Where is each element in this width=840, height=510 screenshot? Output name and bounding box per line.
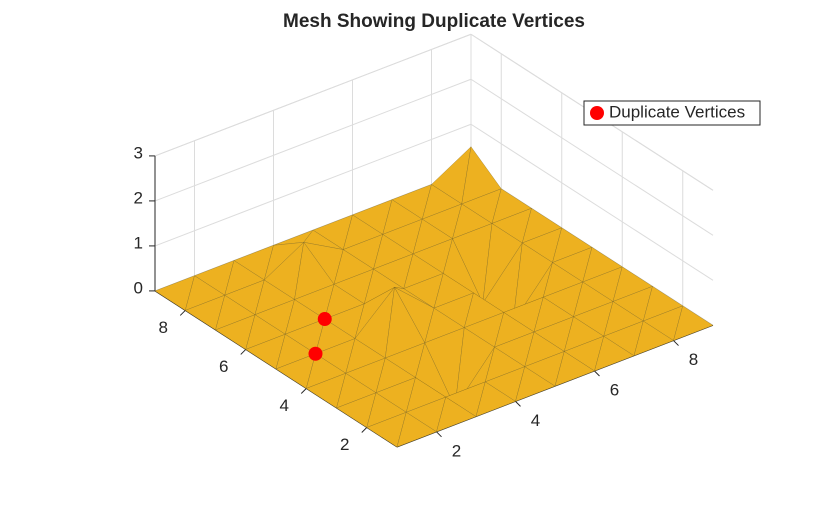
y-tick bbox=[240, 349, 247, 355]
duplicate-vertex bbox=[317, 312, 332, 327]
y-tick-label: 8 bbox=[159, 318, 168, 337]
mesh-face bbox=[594, 335, 635, 372]
x-tick-label: 2 bbox=[452, 441, 461, 460]
y-tick bbox=[361, 427, 368, 433]
y-tick-label: 4 bbox=[280, 396, 289, 415]
mesh-face bbox=[515, 366, 556, 402]
y-tick-label: 6 bbox=[219, 357, 228, 376]
x-tick-label: 8 bbox=[689, 350, 698, 369]
mesh-face bbox=[475, 381, 517, 417]
y-tick bbox=[300, 388, 307, 394]
duplicate-vertex bbox=[308, 346, 323, 361]
x-tick bbox=[594, 370, 600, 377]
mesh-face bbox=[633, 320, 675, 357]
grid-line bbox=[154, 33, 472, 157]
grid-line bbox=[470, 78, 714, 236]
x-tick-label: 6 bbox=[610, 380, 619, 399]
grid-line bbox=[470, 123, 714, 281]
legend-box bbox=[583, 100, 761, 126]
grid-line bbox=[154, 78, 472, 202]
z-tick-label: 3 bbox=[134, 143, 143, 162]
mesh-face bbox=[396, 411, 438, 448]
y-tick bbox=[179, 310, 186, 316]
y-tick-label: 2 bbox=[340, 435, 349, 454]
z-tick-label: 2 bbox=[134, 188, 143, 207]
z-tick-label: 1 bbox=[134, 233, 143, 252]
x-tick-label: 4 bbox=[531, 411, 540, 430]
mesh-face bbox=[436, 396, 477, 433]
chart-title: Mesh Showing Duplicate Vertices bbox=[283, 11, 585, 32]
x-tick bbox=[515, 401, 521, 407]
x-tick bbox=[673, 340, 679, 346]
grid-line bbox=[154, 123, 472, 247]
legend-label: Duplicate Vertices bbox=[609, 102, 745, 121]
mesh-face bbox=[554, 351, 596, 387]
mesh-face bbox=[673, 305, 714, 341]
legend-marker bbox=[590, 106, 604, 120]
x-tick bbox=[436, 431, 442, 438]
z-tick-label: 0 bbox=[134, 278, 143, 297]
